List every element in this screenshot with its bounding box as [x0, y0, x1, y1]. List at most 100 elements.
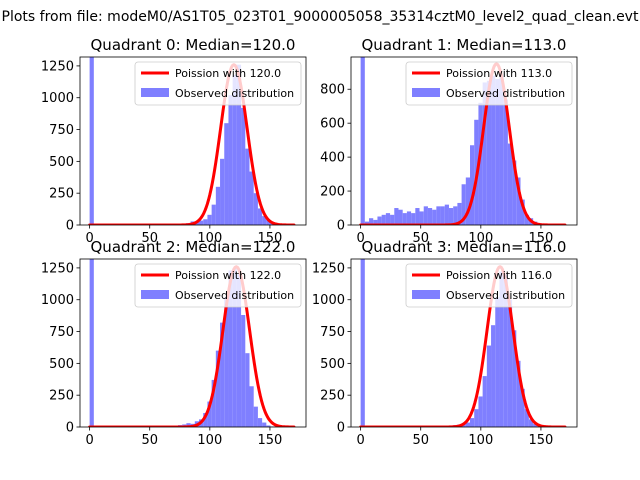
- histogram-bar: [89, 57, 94, 225]
- poisson-curve-line: [359, 265, 567, 427]
- x-tick-label: 0: [85, 433, 93, 448]
- x-tick-label: 150: [529, 433, 554, 448]
- legend-bar-label: Observed distribution: [446, 87, 565, 100]
- panel-title: Quadrant 3: Median=116.0: [362, 238, 567, 256]
- histogram-bar: [215, 350, 221, 427]
- histogram-bar: [415, 208, 420, 225]
- histogram-bar: [232, 74, 237, 225]
- histogram-bar: [390, 214, 395, 225]
- x-tick-label: 0: [356, 433, 364, 448]
- legend-bar-label: Observed distribution: [175, 87, 294, 100]
- legend-box: [405, 263, 573, 308]
- histogram-bar: [199, 220, 204, 225]
- histogram-bar: [448, 208, 454, 225]
- legend: Poission with 122.0 Observed distribution: [134, 263, 302, 308]
- x-tick-label: 100: [197, 433, 222, 448]
- histogram-bar: [503, 274, 508, 427]
- histogram-bar: [491, 75, 496, 225]
- histogram-bar: [194, 222, 200, 225]
- axes-frame: [350, 56, 578, 226]
- y-tick-label: 500: [49, 155, 74, 170]
- y-tick-label: 600: [320, 117, 345, 132]
- histogram-bar: [186, 423, 191, 427]
- histogram-bar: [228, 95, 233, 225]
- plot-area: [88, 259, 296, 427]
- histogram-bar: [360, 259, 365, 427]
- histogram-bar: [520, 388, 525, 427]
- legend-box: [405, 61, 573, 106]
- legend-line-label: Poission with 120.0: [175, 67, 281, 80]
- y-tick-label: 1250: [41, 59, 74, 74]
- y-tick-label: 1000: [41, 293, 74, 308]
- x-tick-label: 50: [141, 231, 158, 246]
- y-tick-label: 1000: [41, 91, 74, 106]
- histogram-bar: [215, 186, 221, 225]
- histogram-bar: [377, 216, 382, 225]
- legend-bar-swatch: [141, 290, 169, 299]
- panel-quadrant-3: 0 50 100 150 0 250 500 750 1000 1250 Quadrant 3: M…: [312, 238, 578, 448]
- histogram-bar: [516, 177, 521, 225]
- x-tick-label: 100: [468, 231, 493, 246]
- y-tick-label: 1250: [41, 261, 74, 276]
- legend-line-label: Poission with 122.0: [175, 269, 281, 282]
- histogram-bar: [524, 409, 529, 427]
- y-tick-label: 750: [320, 325, 345, 340]
- histogram-bar: [262, 216, 267, 225]
- histogram-bar: [228, 270, 233, 427]
- plot-area: [88, 57, 296, 225]
- histogram-bar: [503, 99, 508, 225]
- histogram-bar: [461, 184, 466, 225]
- histogram-bar: [470, 418, 475, 427]
- figure-suptitle: Plots from file: modeM0/AS1T05_023T01_90…: [2, 9, 639, 25]
- panel-quadrant-2: 0 50 100 150 0 250 500 750 1000 1250 Quadrant 2: M…: [41, 238, 307, 448]
- legend-box: [134, 61, 302, 106]
- histogram-bar: [236, 274, 242, 427]
- histogram-bar: [427, 208, 433, 225]
- histogram-bar: [499, 271, 504, 427]
- histogram-bar: [491, 325, 496, 427]
- x-tick-label: 100: [468, 433, 493, 448]
- histogram-bar: [360, 57, 365, 225]
- y-tick-label: 500: [320, 357, 345, 372]
- histogram-bar: [245, 353, 250, 427]
- histogram-bar: [512, 160, 517, 225]
- y-tick-label: 1000: [312, 293, 345, 308]
- histogram-bar: [394, 208, 399, 225]
- histogram-bar: [440, 206, 445, 225]
- histogram-bar: [266, 219, 271, 225]
- legend-line-label: Poission with 113.0: [446, 67, 552, 80]
- histogram-bar: [381, 214, 386, 225]
- histogram-bar: [482, 82, 487, 225]
- legend-line-label: Poission with 116.0: [446, 269, 552, 282]
- x-tick-label: 50: [412, 433, 429, 448]
- histogram-bar: [478, 102, 483, 225]
- x-tick-label: 150: [258, 231, 283, 246]
- histogram-bar: [364, 221, 370, 225]
- axes-frame: [79, 56, 307, 226]
- histogram-bar: [241, 315, 246, 427]
- histogram-bar: [207, 214, 212, 225]
- y-tick-label: 200: [320, 185, 345, 200]
- panel-title: Quadrant 2: Median=122.0: [91, 238, 296, 256]
- y-tick-label: 1250: [312, 261, 345, 276]
- histogram-bar: [512, 330, 517, 427]
- poisson-curve-line: [359, 62, 567, 225]
- histogram-bar: [249, 171, 254, 225]
- x-tick-label: 0: [356, 231, 364, 246]
- histogram-bar: [211, 379, 216, 427]
- legend: Poission with 113.0 Observed distribution: [405, 61, 573, 106]
- plot-area: [359, 57, 567, 225]
- histogram-bar: [89, 259, 94, 427]
- poisson-curve-line: [88, 265, 296, 427]
- histogram-bar: [432, 209, 437, 225]
- y-tick-label: 0: [337, 421, 345, 436]
- histogram-bar: [253, 193, 258, 225]
- histogram-bar: [465, 177, 471, 225]
- y-tick-label: 250: [49, 187, 74, 202]
- histogram-bar: [406, 211, 412, 225]
- histogram-bar: [257, 208, 263, 225]
- histogram-bar: [499, 75, 504, 225]
- histogram-bar: [423, 206, 428, 225]
- panel-quadrant-1: 0 50 100 150 0 200 400 600 800 Quadrant 1: Median…: [320, 36, 578, 246]
- y-tick-label: 250: [320, 389, 345, 404]
